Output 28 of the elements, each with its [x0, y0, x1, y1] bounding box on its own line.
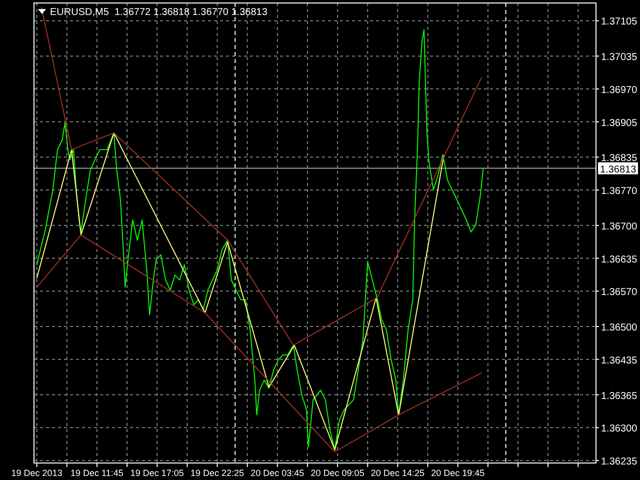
y-tick-label: 1.37035 [601, 52, 638, 64]
y-tick-label: 1.36835 [601, 153, 638, 164]
x-tick-label: 20 Dec 09:05 [310, 468, 364, 478]
x-tick-label: 19 Dec 2013 [11, 468, 62, 478]
y-tick-label: 1.36300 [601, 424, 638, 435]
y-tick-label: 1.36905 [601, 118, 638, 129]
y-tick-label: 1.36500 [601, 322, 638, 334]
y-tick-label: 1.36435 [601, 355, 638, 366]
y-tick-label: 1.36770 [601, 186, 638, 198]
ref-line-label: 1.36813 [600, 164, 637, 176]
line-series [41, 7, 482, 346]
y-tick-label: 1.36700 [601, 221, 638, 232]
y-tick-label: 1.36570 [601, 287, 638, 298]
x-tick-label: 20 Dec 19:45 [431, 468, 485, 478]
y-tick-label: 1.36635 [601, 254, 638, 266]
line-series [36, 234, 482, 452]
y-tick-label: 1.36970 [601, 84, 638, 96]
y-tick-label: 1.37105 [601, 16, 638, 28]
y-tick-label: 1.36365 [601, 390, 638, 402]
chart-title: EURUSD,M5 1.36772 1.36818 1.36770 1.36813 [50, 7, 268, 18]
x-tick-label: 20 Dec 03:45 [250, 468, 304, 478]
line-series [36, 132, 444, 450]
line-series [36, 29, 484, 450]
x-tick-label: 19 Dec 11:45 [70, 468, 124, 478]
x-tick-label: 19 Dec 17:05 [130, 468, 184, 478]
x-tick-label: 19 Dec 22:25 [190, 468, 244, 478]
y-tick-label: 1.36235 [601, 456, 638, 468]
x-tick-label: 20 Dec 14:25 [370, 468, 424, 478]
